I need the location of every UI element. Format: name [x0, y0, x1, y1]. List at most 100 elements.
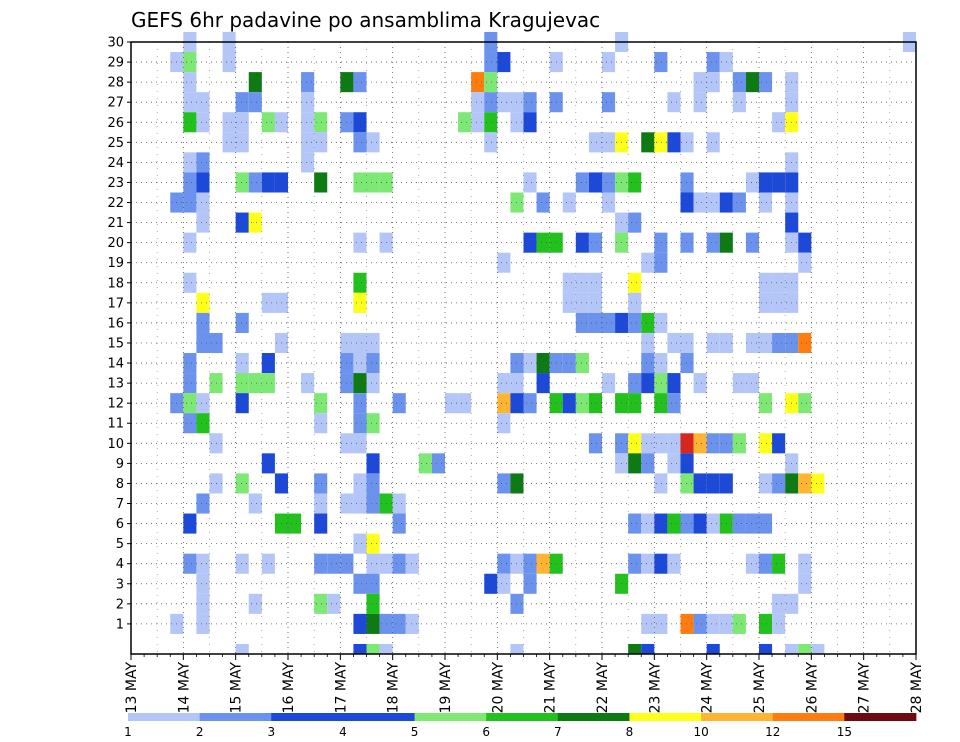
heatmap-cell [366, 132, 380, 153]
heatmap-cell [392, 493, 406, 514]
heatmap-cell [301, 112, 315, 133]
heatmap-cell [602, 312, 616, 333]
heatmap-cell [680, 513, 694, 534]
heatmap-cell [588, 232, 602, 253]
heatmap-cell [706, 613, 720, 634]
heatmap-cell [693, 192, 707, 213]
x-tick-label: 15 MAY [229, 662, 245, 714]
heatmap-cell [772, 433, 786, 454]
heatmap-cell [772, 613, 786, 634]
heatmap-cell [798, 252, 812, 273]
heatmap-cell [562, 272, 576, 293]
heatmap-cell [759, 172, 773, 193]
colorbar-segment [701, 713, 774, 721]
heatmap-cell [693, 473, 707, 494]
heatmap-cell [196, 92, 210, 113]
y-tick-label: 11 [107, 417, 124, 432]
heatmap-cell [353, 533, 367, 554]
heatmap-cell [759, 513, 773, 534]
heatmap-cell [392, 553, 406, 574]
heatmap-cell [641, 373, 655, 394]
colorbar-label: 6 [482, 725, 490, 739]
colorbar-label: 3 [267, 725, 275, 739]
heatmap-cell [772, 272, 786, 293]
heatmap-cell [654, 353, 668, 374]
heatmap-cell [366, 553, 380, 574]
heatmap-cell [366, 593, 380, 614]
heatmap-cell [353, 613, 367, 634]
heatmap-cell [667, 92, 681, 113]
heatmap-cell [628, 272, 642, 293]
heatmap-cell [484, 72, 498, 93]
x-tick-label: 24 MAY [700, 662, 716, 714]
heatmap-cell [798, 643, 812, 654]
heatmap-cell [745, 232, 759, 253]
heatmap-cell [680, 232, 694, 253]
heatmap-cell [196, 312, 210, 333]
heatmap-cell [301, 373, 315, 394]
y-tick-label: 24 [107, 156, 124, 171]
colorbar-label: 15 [837, 725, 852, 739]
heatmap-cell [536, 232, 550, 253]
heatmap-cell [536, 373, 550, 394]
heatmap-cell [588, 132, 602, 153]
heatmap-cell [392, 613, 406, 634]
heatmap-cell [196, 593, 210, 614]
heatmap-cell [235, 393, 249, 414]
colorbar-segment [557, 713, 630, 721]
heatmap-cell [732, 433, 746, 454]
heatmap-cell [301, 152, 315, 173]
y-tick-label: 13 [107, 377, 124, 392]
heatmap-cell [366, 613, 380, 634]
heatmap-cell [418, 453, 432, 474]
heatmap-cell [196, 573, 210, 594]
heatmap-cell [497, 92, 511, 113]
heatmap-cell [392, 393, 406, 414]
heatmap-cell [562, 192, 576, 213]
heatmap-cell [641, 332, 655, 354]
heatmap-cell [497, 393, 511, 414]
heatmap-cell [654, 232, 668, 253]
x-tick-label: 18 MAY [386, 662, 402, 714]
heatmap-cell [759, 192, 773, 213]
x-tick-label: 25 MAY [752, 662, 768, 714]
heatmap-cell [183, 272, 197, 293]
heatmap-cell [183, 52, 197, 73]
heatmap-cell [196, 613, 210, 634]
heatmap-cell [654, 312, 668, 333]
y-tick-label: 20 [107, 236, 124, 251]
heatmap-cell [353, 172, 367, 193]
heatmap-cell [471, 72, 485, 93]
heatmap-cell [353, 473, 367, 494]
colorbar-label: 4 [339, 725, 347, 739]
heatmap-cell [353, 433, 367, 454]
heatmap-cell [196, 112, 210, 133]
heatmap-cell [405, 613, 419, 634]
heatmap-cell [484, 132, 498, 153]
heatmap-cell [235, 643, 249, 654]
heatmap-cell [693, 433, 707, 454]
heatmap-cell [183, 353, 197, 374]
heatmap-cell [706, 473, 720, 494]
heatmap-cell [248, 373, 262, 394]
heatmap-cell [654, 473, 668, 494]
heatmap-cell [235, 312, 249, 333]
colorbar-label: 12 [765, 725, 780, 739]
heatmap-cell [366, 172, 380, 193]
heatmap-cell [327, 553, 341, 574]
heatmap-cell [588, 393, 602, 414]
y-tick-label: 28 [107, 76, 124, 91]
heatmap-cell [654, 373, 668, 394]
heatmap-cell [379, 643, 393, 654]
heatmap-cell [235, 212, 249, 233]
heatmap-cell [654, 553, 668, 574]
heatmap-cell [641, 613, 655, 634]
y-tick-label: 16 [107, 316, 124, 331]
colorbar: 1 2 3 4 5 6 7 8 10 12 15 [124, 713, 917, 739]
heatmap-cell [706, 433, 720, 454]
heatmap-cell [222, 112, 236, 133]
heatmap-cell [602, 192, 616, 213]
heatmap-cell [562, 393, 576, 414]
y-tick-label: 21 [107, 216, 124, 231]
heatmap-cell [628, 312, 642, 333]
